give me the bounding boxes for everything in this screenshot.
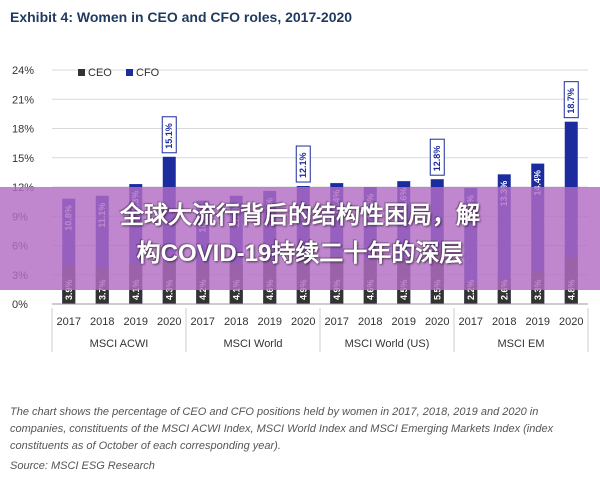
- group-label: MSCI World: [223, 338, 282, 350]
- y-tick-label: 15%: [12, 153, 34, 165]
- data-label-box: [563, 81, 579, 119]
- x-tick-label: 2019: [258, 316, 282, 328]
- chart-caption: The chart shows the percentage of CEO an…: [10, 406, 554, 452]
- x-tick-label: 2017: [325, 316, 349, 328]
- data-label-box: [161, 116, 177, 154]
- x-tick-label: 2018: [492, 316, 516, 328]
- data-label-cfo: 18.7%: [566, 88, 576, 114]
- x-tick-label: 2018: [224, 316, 248, 328]
- banner-line-1: 全球大流行背后的结构性困局，解: [120, 202, 480, 229]
- x-tick-label: 2017: [191, 316, 215, 328]
- legend-label-ceo: CEO: [88, 67, 112, 79]
- x-tick-label: 2018: [90, 316, 114, 328]
- x-tick-label: 2017: [57, 316, 81, 328]
- data-label-box: [429, 138, 445, 176]
- x-tick-label: 2020: [425, 316, 449, 328]
- chart-title: Exhibit 4: Women in CEO and CFO roles, 2…: [10, 9, 353, 25]
- legend-swatch-ceo: [78, 69, 85, 76]
- data-label-cfo: 15.1%: [164, 123, 174, 149]
- x-tick-label: 2020: [157, 316, 181, 328]
- legend-label-cfo: CFO: [136, 67, 160, 79]
- y-tick-label: 0%: [12, 299, 28, 311]
- data-label-box: [295, 145, 311, 183]
- y-tick-label: 18%: [12, 124, 34, 136]
- group-label: MSCI EM: [497, 338, 544, 350]
- overlay-banner-text: 全球大流行背后的结构性困局，解 构COVID-19持续二十年的深层: [0, 197, 600, 273]
- x-tick-label: 2018: [358, 316, 382, 328]
- data-label-cfo: 14.4%: [533, 170, 543, 196]
- x-tick-label: 2020: [291, 316, 315, 328]
- x-tick-label: 2017: [459, 316, 483, 328]
- banner-line-2: 构COVID-19持续二十年的深层: [136, 240, 464, 267]
- group-label: MSCI World (US): [345, 338, 430, 350]
- chart-source: Source: MSCI ESG Research: [10, 460, 155, 472]
- y-tick-label: 21%: [12, 94, 34, 106]
- x-tick-label: 2019: [526, 316, 550, 328]
- group-label: MSCI ACWI: [90, 338, 149, 350]
- x-tick-label: 2019: [124, 316, 148, 328]
- legend-swatch-cfo: [126, 69, 133, 76]
- x-tick-label: 2019: [392, 316, 416, 328]
- x-tick-label: 2020: [559, 316, 583, 328]
- data-label-cfo: 12.8%: [432, 146, 442, 172]
- y-tick-label: 24%: [12, 65, 34, 77]
- data-label-cfo: 12.1%: [298, 152, 308, 178]
- overlay-banner: [0, 187, 600, 290]
